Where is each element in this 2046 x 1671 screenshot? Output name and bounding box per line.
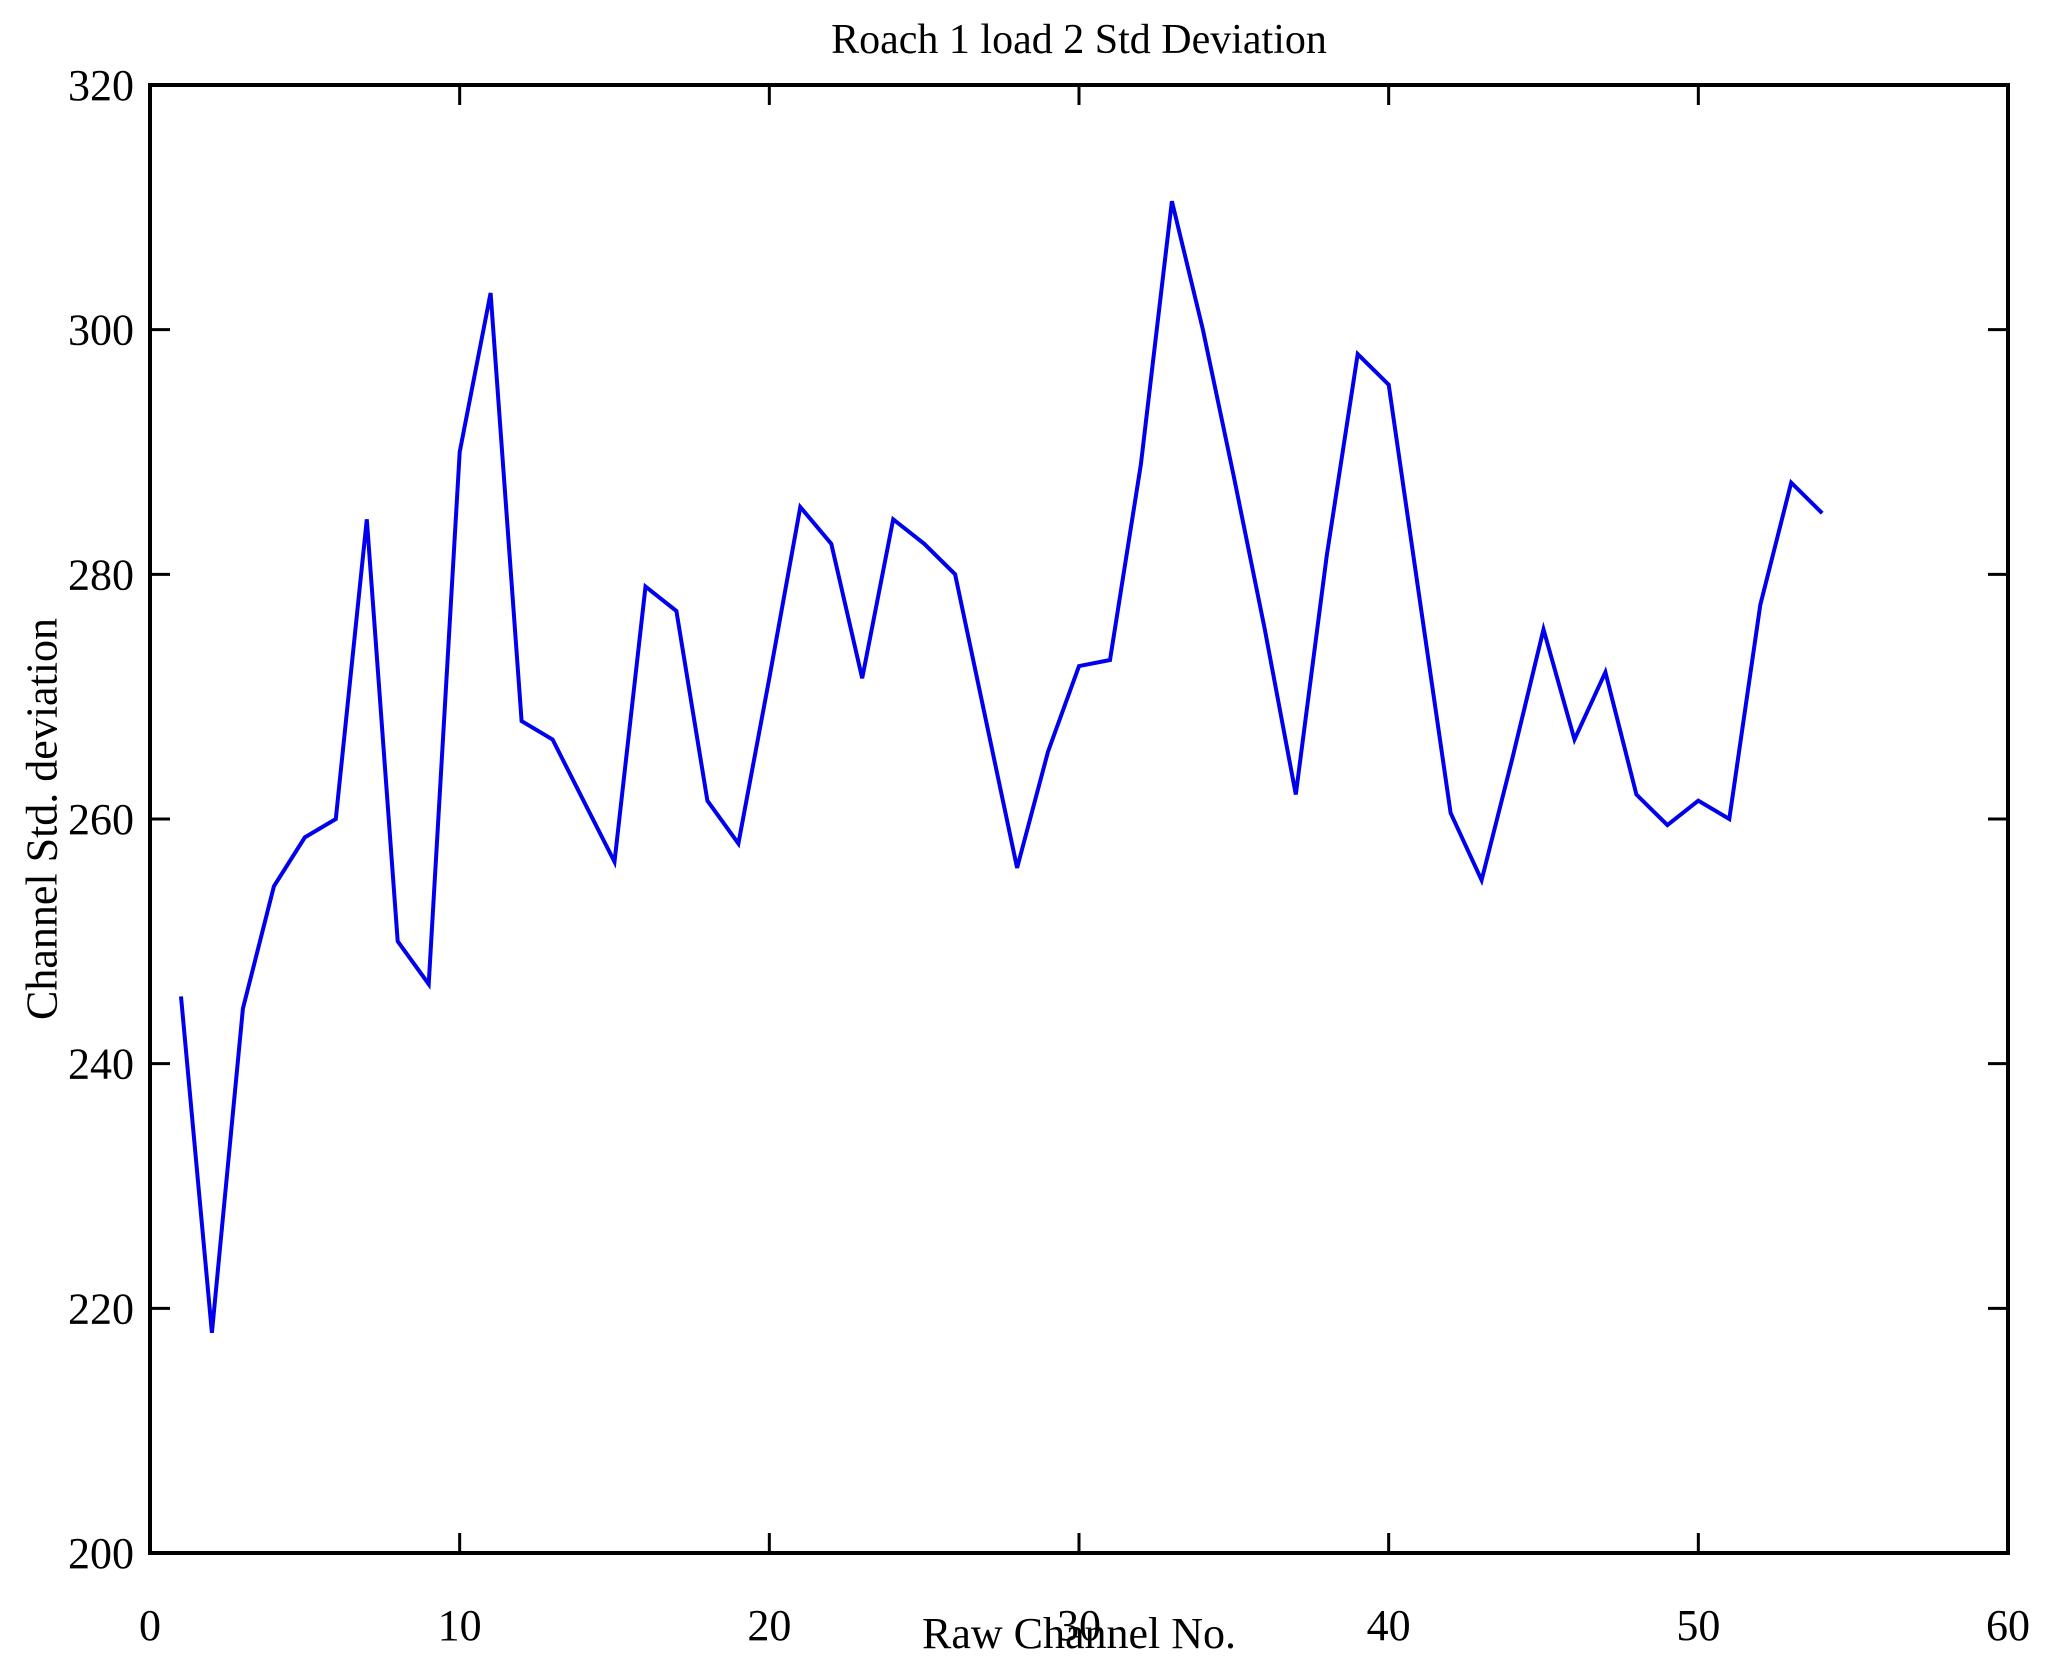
x-tick-label: 50 [1676, 1601, 1720, 1650]
y-axis-label: Channel Std. deviation [17, 617, 67, 1021]
x-axis-label: Raw Channel No. [921, 1609, 1237, 1658]
y-tick-label: 280 [68, 550, 134, 599]
y-tick-label: 220 [68, 1284, 134, 1333]
y-tick-label: 320 [68, 61, 134, 110]
chart-title: Roach 1 load 2 Std Deviation [831, 17, 1327, 63]
y-tick-label: 200 [68, 1529, 134, 1578]
x-tick-label: 20 [747, 1601, 791, 1650]
x-tick-label: 10 [438, 1601, 482, 1650]
y-tick-label: 260 [68, 795, 134, 844]
x-tick-label: 60 [1986, 1601, 2030, 1650]
y-tick-label: 240 [68, 1040, 134, 1089]
x-tick-label: 0 [139, 1601, 161, 1650]
y-tick-label: 300 [68, 306, 134, 355]
x-tick-label: 40 [1367, 1601, 1411, 1650]
x-tick-label: 30 [1057, 1601, 1101, 1650]
data-line [179, 200, 1824, 1333]
